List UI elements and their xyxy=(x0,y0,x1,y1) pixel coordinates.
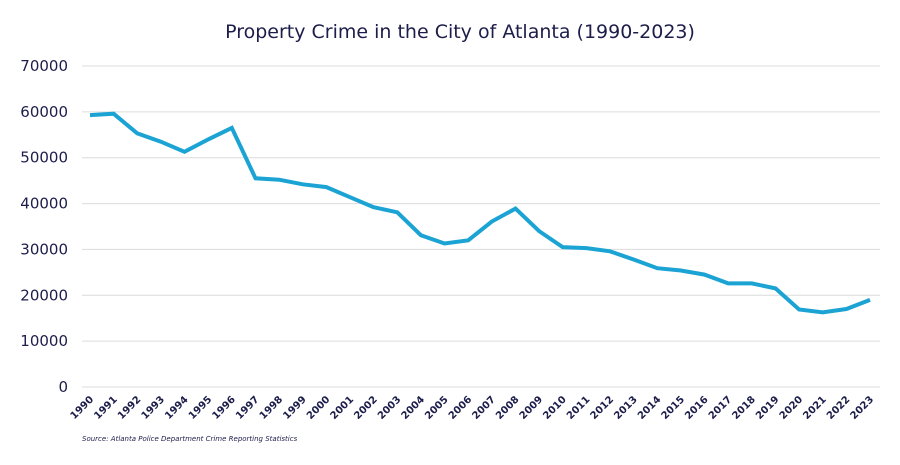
y-tick-label: 10000 xyxy=(20,332,68,350)
chart-title: Property Crime in the City of Atlanta (1… xyxy=(225,21,695,43)
y-tick-label: 60000 xyxy=(20,103,68,121)
x-tick-label: 1998 xyxy=(258,394,285,421)
gridlines xyxy=(82,65,880,388)
x-tick-label: 1993 xyxy=(140,394,167,421)
x-tick-label: 2023 xyxy=(849,394,876,421)
x-tick-label: 1994 xyxy=(163,394,190,421)
x-tick-label: 1991 xyxy=(92,394,119,421)
x-tick-label: 2020 xyxy=(778,394,805,421)
x-tick-label: 2003 xyxy=(376,394,403,421)
source-note: Source: Atlanta Police Department Crime … xyxy=(82,435,298,443)
x-axis-ticks: 1990199119921993199419951996199719981999… xyxy=(69,394,876,421)
x-tick-label: 2006 xyxy=(447,394,474,421)
y-tick-label: 50000 xyxy=(20,149,68,167)
x-tick-label: 2013 xyxy=(612,394,639,421)
x-tick-label: 1990 xyxy=(69,394,96,421)
x-tick-label: 2000 xyxy=(305,394,332,421)
x-tick-label: 2016 xyxy=(683,394,710,421)
x-tick-label: 2011 xyxy=(565,394,592,421)
series-lines xyxy=(89,111,871,315)
y-tick-label: 40000 xyxy=(20,195,68,213)
x-tick-label: 1996 xyxy=(210,394,237,421)
x-tick-label: 1997 xyxy=(234,394,261,421)
y-tick-label: 0 xyxy=(58,378,68,396)
x-tick-label: 1992 xyxy=(116,394,143,421)
x-tick-label: 1995 xyxy=(187,394,214,421)
x-tick-label: 2005 xyxy=(423,394,450,421)
x-tick-label: 2014 xyxy=(636,394,663,421)
x-tick-label: 2021 xyxy=(801,394,828,421)
x-tick-label: 2009 xyxy=(518,394,545,421)
x-tick-label: 2001 xyxy=(329,394,356,421)
y-tick-label: 20000 xyxy=(20,286,68,304)
x-tick-label: 2018 xyxy=(730,394,757,421)
x-tick-label: 2022 xyxy=(825,394,852,421)
series-line xyxy=(89,111,871,315)
x-tick-label: 2008 xyxy=(494,394,521,421)
y-axis-ticks: 0 10000 20000 30000 40000 50000 60000 70000 xyxy=(20,57,68,396)
x-tick-label: 2010 xyxy=(541,394,568,421)
x-tick-label: 2012 xyxy=(589,394,616,421)
x-tick-label: 2004 xyxy=(400,394,427,421)
x-tick-label: 2002 xyxy=(352,394,379,421)
x-tick-label: 2019 xyxy=(754,394,781,421)
y-tick-label: 70000 xyxy=(20,57,68,75)
x-tick-label: 2015 xyxy=(660,394,687,421)
y-tick-label: 30000 xyxy=(20,240,68,258)
x-tick-label: 2007 xyxy=(470,394,497,421)
x-tick-label: 1999 xyxy=(281,394,308,421)
x-tick-label: 2017 xyxy=(707,394,734,421)
